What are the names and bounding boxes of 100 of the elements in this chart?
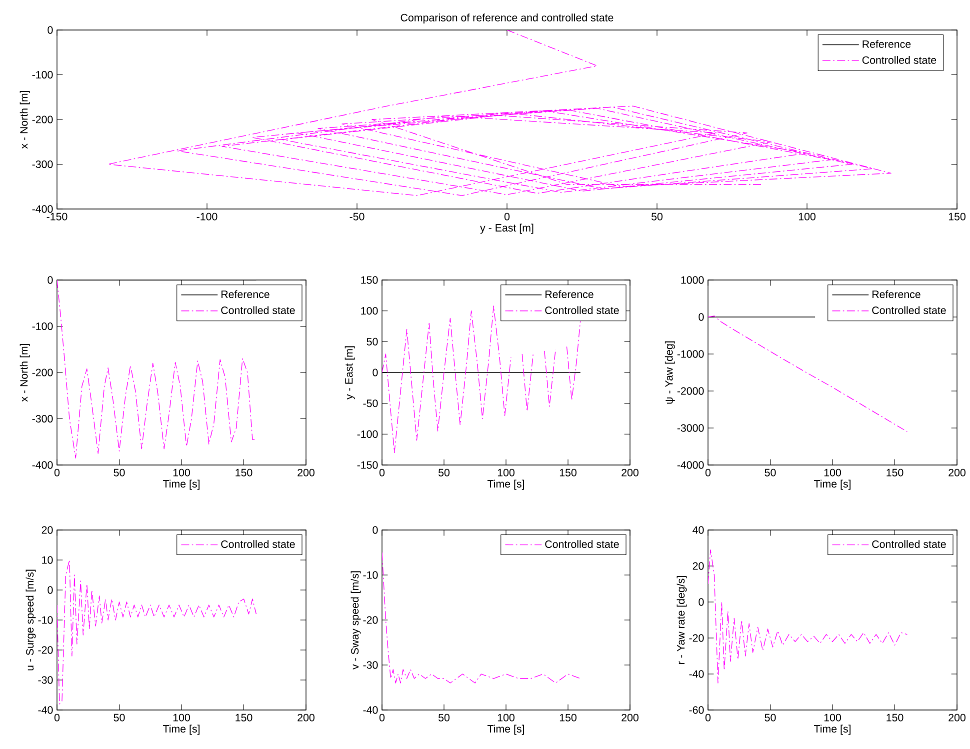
legend-label: Controlled state — [221, 306, 295, 314]
x-tick-label: 50 — [764, 714, 776, 722]
x-tick-label: 100 — [498, 714, 514, 722]
legend-label: Controlled state — [545, 306, 619, 314]
y-axis-title: x - North [m] — [20, 90, 30, 149]
y-tick-label: 0 — [372, 368, 378, 376]
y-axis-title: r - Yaw rate [deg/s] — [676, 576, 687, 664]
y-axis-title: y - East [m] — [344, 346, 355, 400]
chart-title: Comparison of reference and controlled state — [400, 14, 614, 24]
y-tick-label: -10 — [363, 571, 378, 579]
x-tick-label: 150 — [560, 468, 576, 476]
y-tick-label: -1000 — [677, 350, 704, 358]
legend-label: Reference — [872, 290, 920, 298]
y-tick-label: 20 — [692, 562, 704, 570]
x-axis-title: Time [s] — [814, 480, 850, 490]
y-tick-label: -20 — [363, 616, 378, 624]
x-tick-label: 100 — [824, 468, 841, 476]
x-tick-label: 50 — [438, 468, 450, 476]
y-tick-label: -4000 — [677, 461, 704, 469]
y-tick-label: -3000 — [677, 424, 704, 432]
y-tick-label: -200 — [32, 116, 53, 124]
x-tick-label: 50 — [114, 468, 125, 476]
x-axis-title: Time [s] — [162, 724, 200, 735]
x-tick-label: 50 — [651, 212, 663, 220]
x-tick-label: 50 — [438, 714, 450, 722]
x-tick-label: 150 — [560, 714, 576, 722]
x-tick-label: 200 — [948, 714, 966, 722]
x-tick-label: 0 — [54, 714, 60, 722]
legend-label: Controlled state — [545, 540, 619, 548]
x-tick-label: 200 — [948, 468, 966, 476]
y-tick-label: 0 — [48, 276, 53, 284]
y-tick-label: -20 — [38, 646, 53, 654]
y-tick-label: -2000 — [677, 387, 704, 395]
y-tick-label: 20 — [42, 526, 53, 534]
y-tick-label: -150 — [357, 461, 378, 469]
x-tick-label: 200 — [622, 468, 638, 476]
x-tick-label: 100 — [498, 468, 514, 476]
y-axis-title: v - Sway speed [m/s] — [350, 571, 361, 670]
x-tick-label: 100 — [824, 714, 841, 722]
x-tick-label: 150 — [886, 468, 904, 476]
y-tick-label: 0 — [372, 526, 378, 534]
legend-label: Reference — [546, 290, 594, 298]
y-tick-label: -60 — [689, 706, 704, 714]
y-tick-label: 0 — [48, 586, 53, 594]
y-tick-label: -40 — [363, 706, 378, 714]
y-tick-label: -40 — [689, 670, 704, 678]
x-axis-title: Time [s] — [487, 724, 524, 735]
x-tick-label: 100 — [798, 212, 816, 220]
y-tick-label: -100 — [32, 70, 53, 79]
legend-label: Controlled state — [221, 540, 295, 548]
x-axis-title: Time [s] — [487, 480, 524, 490]
y-tick-label: -30 — [38, 676, 53, 684]
x-tick-label: -100 — [196, 212, 218, 220]
y-tick-label: -400 — [32, 461, 53, 469]
x-tick-label: 0 — [504, 212, 510, 220]
y-tick-label: 100 — [361, 307, 378, 315]
y-tick-label: -100 — [357, 430, 378, 438]
legend-label: Reference — [862, 40, 911, 48]
legend-label: Controlled state — [862, 56, 936, 64]
x-tick-label: 150 — [236, 714, 252, 722]
y-axis-title: x - North [m] — [20, 344, 30, 402]
y-tick-label: 0 — [698, 313, 704, 321]
x-tick-label: 0 — [379, 714, 385, 722]
x-tick-label: 100 — [173, 468, 190, 476]
y-tick-label: -40 — [38, 706, 53, 714]
x-tick-label: 0 — [705, 468, 711, 476]
x-tick-label: 50 — [114, 714, 125, 722]
x-tick-label: 150 — [886, 714, 904, 722]
x-tick-label: 200 — [298, 468, 314, 476]
y-tick-label: -30 — [363, 661, 378, 669]
x-tick-label: 150 — [236, 468, 252, 476]
x-tick-label: 100 — [173, 714, 190, 722]
x-axis-title: Time [s] — [162, 480, 200, 490]
x-axis-title: y - East [m] — [480, 224, 534, 234]
x-tick-label: 0 — [379, 468, 385, 476]
y-tick-label: -20 — [689, 634, 704, 642]
x-tick-label: -50 — [350, 212, 364, 220]
y-tick-label: 0 — [48, 26, 53, 34]
y-tick-label: 150 — [361, 276, 378, 284]
x-tick-label: 0 — [705, 714, 711, 722]
line-series — [708, 549, 908, 684]
y-tick-label: 1000 — [681, 276, 704, 284]
y-tick-label: 0 — [698, 598, 704, 606]
y-tick-label: -300 — [32, 160, 53, 168]
y-tick-label: 10 — [42, 556, 53, 564]
x-tick-label: 0 — [54, 468, 60, 476]
y-tick-label: 50 — [366, 338, 378, 346]
x-tick-label: 50 — [764, 468, 776, 476]
x-tick-label: 200 — [298, 714, 314, 722]
y-tick-label: -300 — [32, 414, 53, 423]
x-axis-title: Time [s] — [814, 724, 850, 735]
y-axis-title: ψ - Yaw [deg] — [664, 341, 675, 404]
x-tick-label: 200 — [622, 714, 638, 722]
y-tick-label: -400 — [32, 205, 53, 213]
line-series — [57, 560, 257, 704]
y-tick-label: 40 — [692, 526, 704, 534]
x-tick-label: 150 — [948, 212, 966, 220]
legend-label: Controlled state — [872, 306, 946, 314]
y-axis-title: u - Surge speed [m/s] — [26, 570, 36, 670]
y-tick-label: -50 — [363, 400, 378, 408]
